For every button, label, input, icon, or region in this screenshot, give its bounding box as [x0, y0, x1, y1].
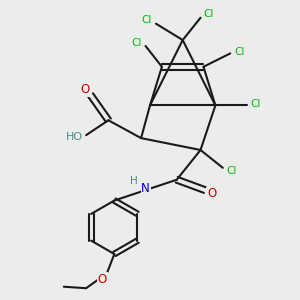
Text: Cl: Cl — [250, 99, 261, 109]
Text: Cl: Cl — [234, 47, 244, 57]
Text: HO: HO — [66, 132, 83, 142]
Text: Cl: Cl — [226, 166, 237, 176]
Text: Cl: Cl — [131, 38, 142, 48]
Text: Cl: Cl — [142, 15, 152, 25]
Text: Cl: Cl — [204, 9, 214, 19]
Text: N: N — [141, 182, 150, 195]
Text: O: O — [81, 83, 90, 96]
Text: H: H — [130, 176, 137, 186]
Text: O: O — [98, 273, 107, 286]
Text: O: O — [207, 187, 216, 200]
